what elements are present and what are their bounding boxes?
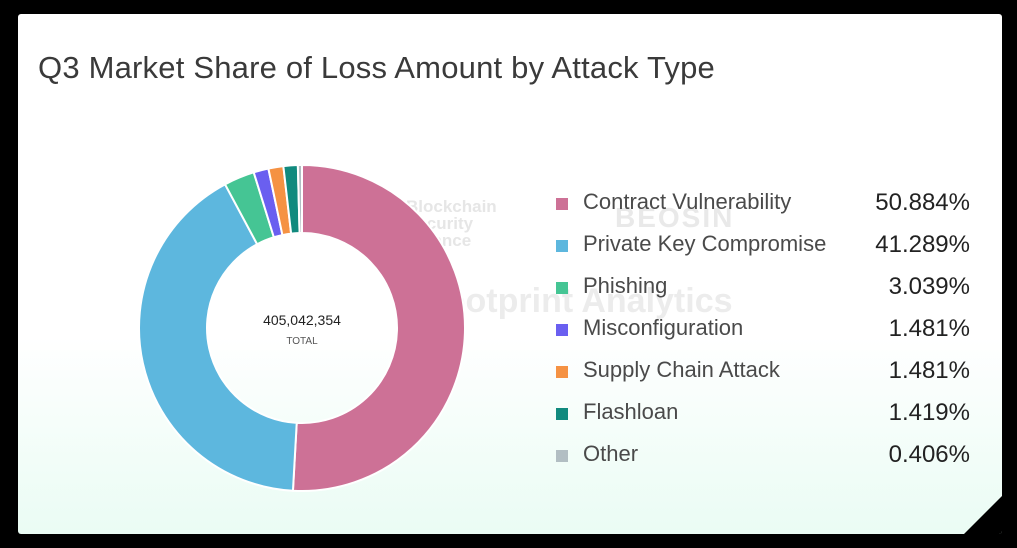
legend-value: 0.406%: [888, 441, 970, 468]
legend-label: Phishing: [583, 273, 668, 298]
legend-label: Supply Chain Attack: [583, 357, 780, 382]
legend-swatch: [556, 198, 568, 210]
legend-item-phishing[interactable]: Phishing 3.039%: [556, 270, 976, 312]
chart-title: Q3 Market Share of Loss Amount by Attack…: [38, 50, 715, 85]
legend-swatch: [556, 282, 568, 294]
legend-item-private-key-compromise[interactable]: Private Key Compromise 41.289%: [556, 228, 976, 270]
donut-chart: [138, 163, 467, 492]
legend-label: Misconfiguration: [583, 315, 744, 340]
legend-value: 1.481%: [888, 357, 970, 384]
legend-value: 50.884%: [875, 189, 970, 216]
donut-slice-other[interactable]: [296, 163, 303, 235]
legend-label: Private Key Compromise: [583, 231, 827, 256]
legend-label: Contract Vulnerability: [583, 189, 792, 214]
legend-value: 1.419%: [888, 399, 970, 426]
legend-swatch: [556, 366, 568, 378]
legend-value: 1.481%: [888, 315, 970, 342]
donut-total-value: 405,042,354: [263, 312, 341, 328]
legend-label: Flashloan: [583, 399, 679, 424]
donut-slice-contract-vulnerability[interactable]: [291, 163, 467, 492]
legend-item-other[interactable]: Other 0.406%: [556, 438, 976, 480]
legend-swatch: [556, 450, 568, 462]
legend-item-misconfiguration[interactable]: Misconfiguration 1.481%: [556, 312, 976, 354]
legend-label: Other: [583, 441, 639, 466]
legend-value: 3.039%: [888, 273, 970, 300]
legend-swatch: [556, 408, 568, 420]
donut-slice-private-key-compromise[interactable]: [138, 182, 298, 492]
donut-total-label: TOTAL: [286, 336, 318, 347]
legend-item-supply-chain-attack[interactable]: Supply Chain Attack 1.481%: [556, 354, 976, 396]
legend-swatch: [556, 324, 568, 336]
legend-item-contract-vulnerability[interactable]: Contract Vulnerability 50.884%: [556, 186, 976, 228]
chart-legend: Contract Vulnerability 50.884% Private Key…: [556, 186, 976, 480]
legend-value: 41.289%: [875, 231, 970, 258]
chart-card: Q3 Market Share of Loss Amount by Attack…: [18, 14, 1002, 534]
legend-item-flashloan[interactable]: Flashloan 1.419%: [556, 396, 976, 438]
legend-swatch: [556, 240, 568, 252]
